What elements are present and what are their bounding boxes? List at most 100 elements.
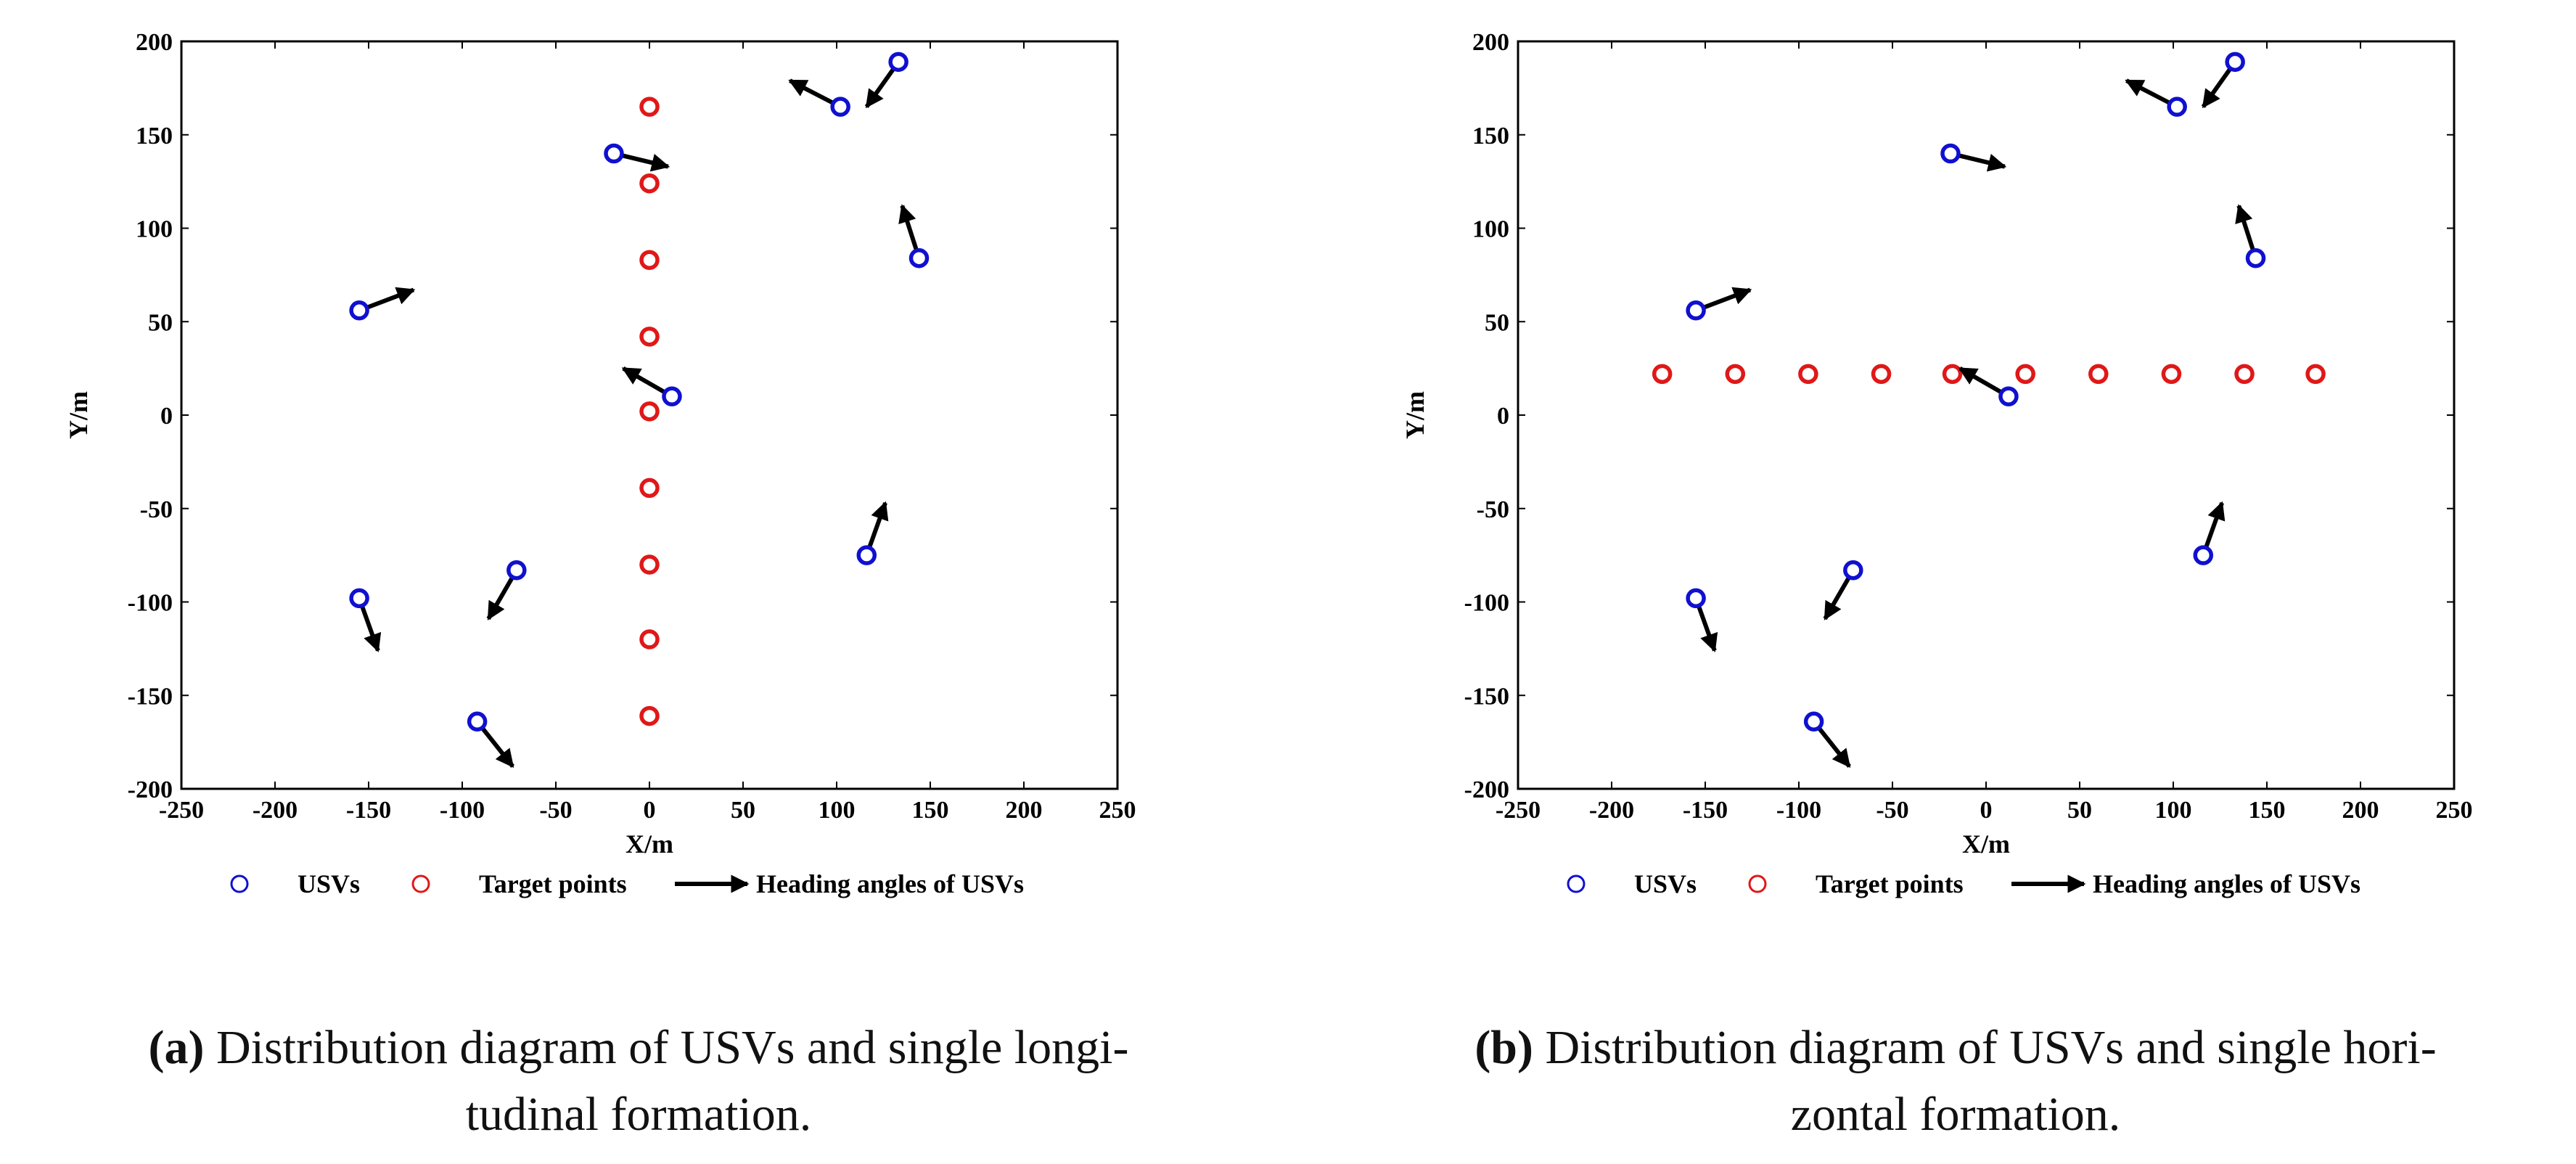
heading-arrow-b-2 [1958, 153, 2007, 172]
x-tick-label-a-10: 250 [1099, 797, 1136, 824]
usv-marker-a-2 [604, 143, 624, 164]
usv-marker-b-2 [1940, 143, 1961, 164]
x-tick-label-a-6: 50 [731, 797, 755, 824]
heading-arrow-b-8 [1697, 605, 1718, 652]
heading-arrow-b-3 [2235, 204, 2255, 251]
heading-arrow-b-1 [2125, 78, 2170, 105]
y-tick-label-b-8: 200 [1472, 29, 1509, 56]
caption-b: (b) Distribution diagram of USVs and sin… [1346, 1015, 2565, 1148]
legend-usv-marker-a [230, 874, 249, 893]
y-axis-label-a: Y/m [64, 391, 93, 439]
target-point-b-4 [1942, 364, 1963, 385]
heading-arrow-a-5 [621, 366, 666, 394]
chart-panel-a: -250 -200 -150 -100 -50 0 50 100 150 200 250-200-1… [64, 29, 1136, 898]
x-axis-label-a: X/m [625, 829, 673, 858]
target-point-a-8 [639, 705, 660, 726]
heading-arrow-a-9 [480, 726, 515, 769]
heading-arrow-a-0 [864, 67, 895, 109]
usv-marker-a-4 [349, 300, 369, 321]
plot-frame-a [180, 40, 1119, 790]
target-point-b-0 [1652, 364, 1673, 385]
caption-b-tag: (b) [1474, 1021, 1533, 1074]
y-tick-label-b-3: -50 [1477, 496, 1509, 523]
y-axis-label-b: Y/m [1400, 391, 1429, 439]
caption-b-line-1: (b) Distribution diagram of USVs and sin… [1346, 1015, 2565, 1081]
x-tick-label-b-5: 0 [1980, 797, 1993, 824]
caption-a-line-2: tudinal formation. [465, 1088, 812, 1141]
x-tick-label-b-0: -250 [1496, 797, 1541, 824]
x-tick-label-b-1: -200 [1589, 797, 1634, 824]
y-tick-label-b-7: 150 [1472, 123, 1509, 149]
caption-a-line-1: (a) Distribution diagram of USVs and sin… [29, 1015, 1248, 1081]
x-tick-label-a-7: 100 [819, 797, 856, 824]
y-tick-label-a-4: 0 [160, 403, 173, 430]
x-tick-label-b-2: -150 [1683, 797, 1728, 824]
x-tick-label-a-4: -50 [539, 797, 572, 824]
heading-arrow-b-6 [2204, 501, 2226, 548]
x-tick-label-a-3: -100 [440, 797, 485, 824]
target-point-b-7 [2161, 364, 2182, 385]
y-tick-label-a-6: 100 [136, 216, 173, 243]
target-point-a-5 [639, 478, 660, 499]
heading-arrow-a-4 [366, 287, 416, 310]
x-tick-label-b-4: -50 [1876, 797, 1908, 824]
target-point-a-1 [639, 173, 660, 194]
legend-target-label-a: Target points [479, 869, 627, 898]
usv-marker-b-0 [2225, 52, 2245, 73]
usv-marker-a-3 [908, 247, 930, 269]
x-tick-label-b-9: 200 [2342, 797, 2379, 824]
caption-a: (a) Distribution diagram of USVs and sin… [29, 1015, 1248, 1148]
chart-panel-b: -250 -200 -150 -100 -50 0 50 100 150 200 250-200-1… [1400, 29, 2473, 898]
heading-arrow-a-2 [621, 153, 670, 172]
heading-arrow-a-6 [867, 501, 889, 548]
y-tick-label-a-8: 200 [136, 29, 173, 56]
x-tick-label-a-2: -150 [346, 797, 391, 824]
x-tick-label-a-9: 200 [1006, 797, 1043, 824]
heading-arrow-b-9 [1817, 726, 1852, 769]
y-tick-label-a-5: 50 [148, 309, 173, 336]
target-point-a-2 [639, 250, 660, 271]
usv-marker-a-1 [830, 97, 850, 117]
x-tick-label-b-8: 150 [2249, 797, 2286, 824]
target-point-a-4 [639, 401, 660, 422]
legend-arrow-label-a: Heading angles of USVs [756, 869, 1024, 898]
target-point-b-3 [1871, 364, 1892, 385]
caption-a-tag: (a) [148, 1021, 205, 1074]
y-tick-label-b-5: 50 [1485, 309, 1509, 336]
caption-a-text-1: Distribution diagram of USVs and single … [204, 1021, 1129, 1074]
x-tick-label-b-10: 250 [2436, 797, 2473, 824]
y-tick-label-a-3: -50 [140, 496, 173, 523]
y-tick-label-a-0: -200 [128, 776, 173, 803]
y-tick-label-a-1: -150 [128, 683, 173, 710]
heading-arrow-b-5 [1958, 366, 2003, 394]
y-tick-label-a-2: -100 [128, 590, 173, 617]
x-tick-label-a-0: -250 [159, 797, 204, 824]
usv-marker-a-8 [349, 588, 369, 609]
usv-marker-a-6 [856, 545, 877, 565]
usv-marker-b-4 [1686, 300, 1706, 321]
usv-marker-b-1 [2167, 97, 2187, 117]
heading-arrow-a-8 [360, 605, 382, 652]
x-tick-label-a-5: 0 [644, 797, 656, 824]
legend-usv-label-b: USVs [1634, 869, 1697, 898]
usv-marker-b-8 [1686, 588, 1706, 609]
caption-b-text-1: Distribution diagram of USVs and single … [1533, 1021, 2437, 1074]
x-tick-label-b-3: -100 [1776, 797, 1821, 824]
target-point-a-7 [639, 629, 660, 649]
usv-marker-b-6 [2193, 545, 2214, 565]
usv-marker-b-9 [1803, 711, 1824, 732]
legend-arrow-label-b: Heading angles of USVs [2093, 869, 2360, 898]
x-tick-label-b-7: 100 [2155, 797, 2192, 824]
target-point-b-6 [2088, 364, 2109, 385]
x-tick-label-a-8: 150 [912, 797, 949, 824]
target-point-b-9 [2305, 364, 2326, 385]
y-tick-label-b-6: 100 [1472, 216, 1509, 243]
usv-marker-a-9 [467, 711, 488, 732]
usv-marker-b-5 [1998, 386, 2019, 406]
y-tick-label-b-1: -150 [1464, 683, 1509, 710]
heading-arrow-a-3 [898, 204, 919, 251]
legend-target-marker-a [411, 874, 430, 893]
usv-marker-b-3 [2245, 247, 2266, 269]
target-point-b-5 [2015, 364, 2035, 385]
